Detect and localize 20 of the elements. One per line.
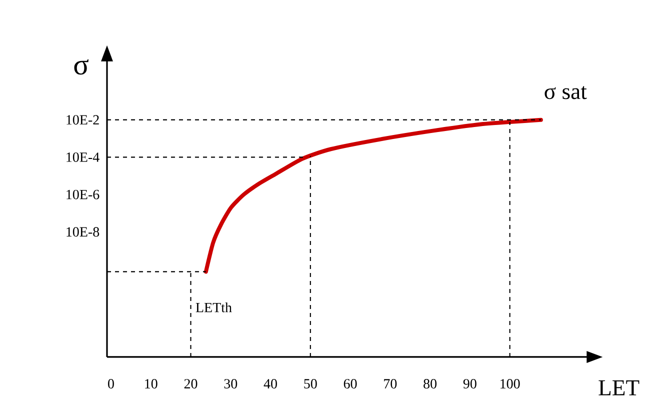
x-tick-label: 10 <box>145 379 158 388</box>
annotation: σ sat <box>544 86 587 100</box>
line-series <box>204 118 543 274</box>
x-tick-label: 20 <box>184 379 198 388</box>
x-tick-label: 60 <box>344 379 357 388</box>
x-tick-label: 0 <box>108 379 114 388</box>
x-axis-title: LET <box>598 380 640 396</box>
x-tick-label: 40 <box>264 379 277 388</box>
x-tick-label: 30 <box>224 379 238 388</box>
y-tick-label: 10E-2 <box>66 115 99 125</box>
y-tick-label: 10E-8 <box>66 227 100 237</box>
y-tick-label: 10E-4 <box>66 152 100 162</box>
y-axis-title: σ <box>74 59 89 75</box>
x-tick-label: 80 <box>424 379 437 388</box>
x-tick-label: 70 <box>384 379 397 388</box>
x-tick-label: 50 <box>304 379 317 388</box>
x-tick-label: 90 <box>463 379 476 388</box>
x-tick-label: 100 <box>500 379 520 388</box>
ref-line-label: LETth <box>196 302 232 312</box>
y-tick-label: 10E-6 <box>66 190 100 200</box>
